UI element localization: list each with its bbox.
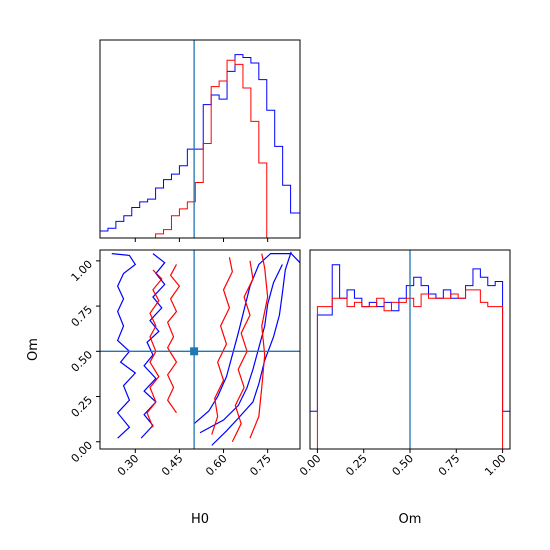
y-axis-title: Om xyxy=(26,338,41,361)
y-tick-label: 0.00 xyxy=(69,439,96,466)
contour-lines xyxy=(111,251,300,446)
x-tick-label: 0.60 xyxy=(203,452,230,479)
y-tick-label: 0.75 xyxy=(69,303,96,330)
om-x-tick-label: 0.75 xyxy=(436,452,463,479)
y-tick-label: 0.25 xyxy=(69,393,96,420)
om-x-tick-label: 1.00 xyxy=(482,452,509,479)
truth-marker xyxy=(190,347,199,356)
x-axis-title: H0 xyxy=(191,512,209,527)
red-contour-line xyxy=(166,264,181,414)
y-tick-label: 1.00 xyxy=(69,258,96,285)
blue-contour-line xyxy=(193,253,300,425)
joint-panel-frame xyxy=(99,249,301,450)
x-tick-label: 0.45 xyxy=(159,452,186,479)
h0-histogram-panel xyxy=(99,39,301,242)
red-contour-line xyxy=(146,269,163,428)
om-x-tick-label: 0.25 xyxy=(343,452,370,479)
blue-contour-line xyxy=(111,253,137,439)
red-contour-line xyxy=(249,253,269,439)
blue-contour-line xyxy=(199,264,283,434)
h0-histogram-frame xyxy=(99,39,301,239)
red-contour-line xyxy=(211,257,233,435)
om-x-tick-label: 0.00 xyxy=(297,452,324,479)
blue-contour-line xyxy=(140,253,166,439)
x-tick-label: 0.30 xyxy=(115,452,142,479)
h0-histogram-blue xyxy=(99,54,301,238)
joint-contour-panel: 0.30 0.45 0.60 0.75 0.00 0.25 0.50 0.75 1.00 H0 Om xyxy=(26,249,301,527)
om-histogram-panel: 0.00 0.25 0.50 0.75 1.00 Om xyxy=(297,249,511,527)
y-tick-label: 0.50 xyxy=(69,348,96,375)
om-x-tick-label: 0.50 xyxy=(390,452,417,479)
x-tick-label: 0.75 xyxy=(247,452,274,479)
om-axis-title: Om xyxy=(399,512,422,527)
